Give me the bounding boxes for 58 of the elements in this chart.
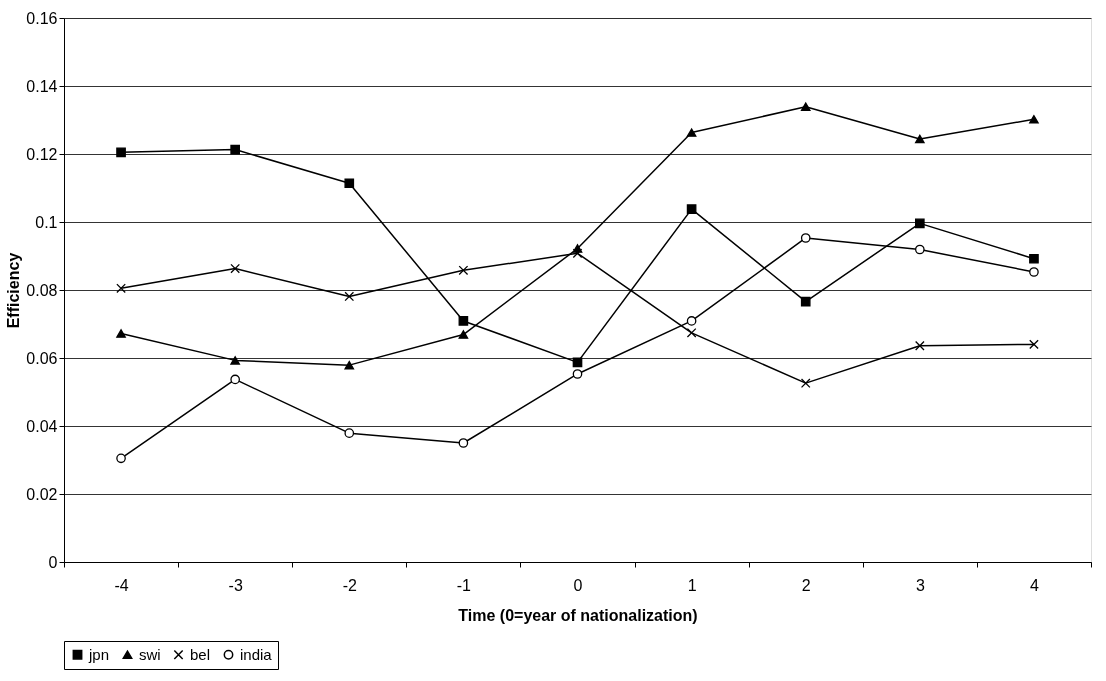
y-tick-label: 0.06 xyxy=(26,349,58,367)
point xyxy=(344,428,355,438)
point xyxy=(572,248,583,259)
x-tick-label: 0 xyxy=(573,576,583,594)
x-tick-label: -3 xyxy=(228,576,243,594)
point xyxy=(230,144,240,155)
point xyxy=(458,438,469,448)
point xyxy=(686,328,697,338)
point xyxy=(458,265,469,276)
point xyxy=(915,134,925,144)
point xyxy=(344,178,355,189)
point xyxy=(915,218,925,229)
y-tick-label: 0 xyxy=(48,553,58,571)
y-tick-label: 0.12 xyxy=(26,145,58,163)
point xyxy=(800,296,811,307)
point xyxy=(1029,339,1039,350)
point xyxy=(116,453,126,464)
point xyxy=(800,102,811,112)
point xyxy=(1029,267,1039,277)
point xyxy=(1029,115,1039,124)
y-tick-label: 0.08 xyxy=(26,281,58,299)
x-tick-label: -1 xyxy=(456,576,472,594)
point xyxy=(116,283,126,294)
x-tick-label: -4 xyxy=(114,576,129,594)
point xyxy=(800,233,811,243)
x-tick-label: -2 xyxy=(342,576,357,594)
x-axis-title: Time (0=year of nationalization) xyxy=(458,606,698,624)
point xyxy=(344,360,355,370)
x-tick-label: 2 xyxy=(801,576,811,594)
point xyxy=(915,244,925,255)
y-tick-label: 0.04 xyxy=(26,417,58,435)
y-tick-label: 0.16 xyxy=(26,9,58,27)
point xyxy=(686,204,697,214)
legend-label: swi xyxy=(139,645,161,663)
point xyxy=(230,356,240,365)
point xyxy=(915,340,925,351)
point xyxy=(230,263,240,274)
y-tick-label: 0.02 xyxy=(26,485,58,503)
x-tick-label: 3 xyxy=(915,576,925,594)
point xyxy=(458,316,469,326)
point xyxy=(572,369,583,379)
y-axis-title: Efficiency xyxy=(5,252,23,329)
point xyxy=(344,291,355,302)
point xyxy=(230,374,240,385)
x-tick-label: 1 xyxy=(687,576,697,594)
y-tick-label: 0.1 xyxy=(35,213,58,231)
x-tick-label: 4 xyxy=(1029,576,1039,594)
legend-label: india xyxy=(240,645,273,663)
point xyxy=(116,329,126,338)
point xyxy=(686,316,697,326)
point xyxy=(1029,253,1039,264)
point xyxy=(116,147,126,158)
point xyxy=(686,128,697,137)
point xyxy=(800,378,811,388)
legend-label: bel xyxy=(190,645,211,663)
point xyxy=(458,330,469,339)
y-tick-label: 0.14 xyxy=(26,77,58,95)
legend-label: jpn xyxy=(88,645,110,663)
